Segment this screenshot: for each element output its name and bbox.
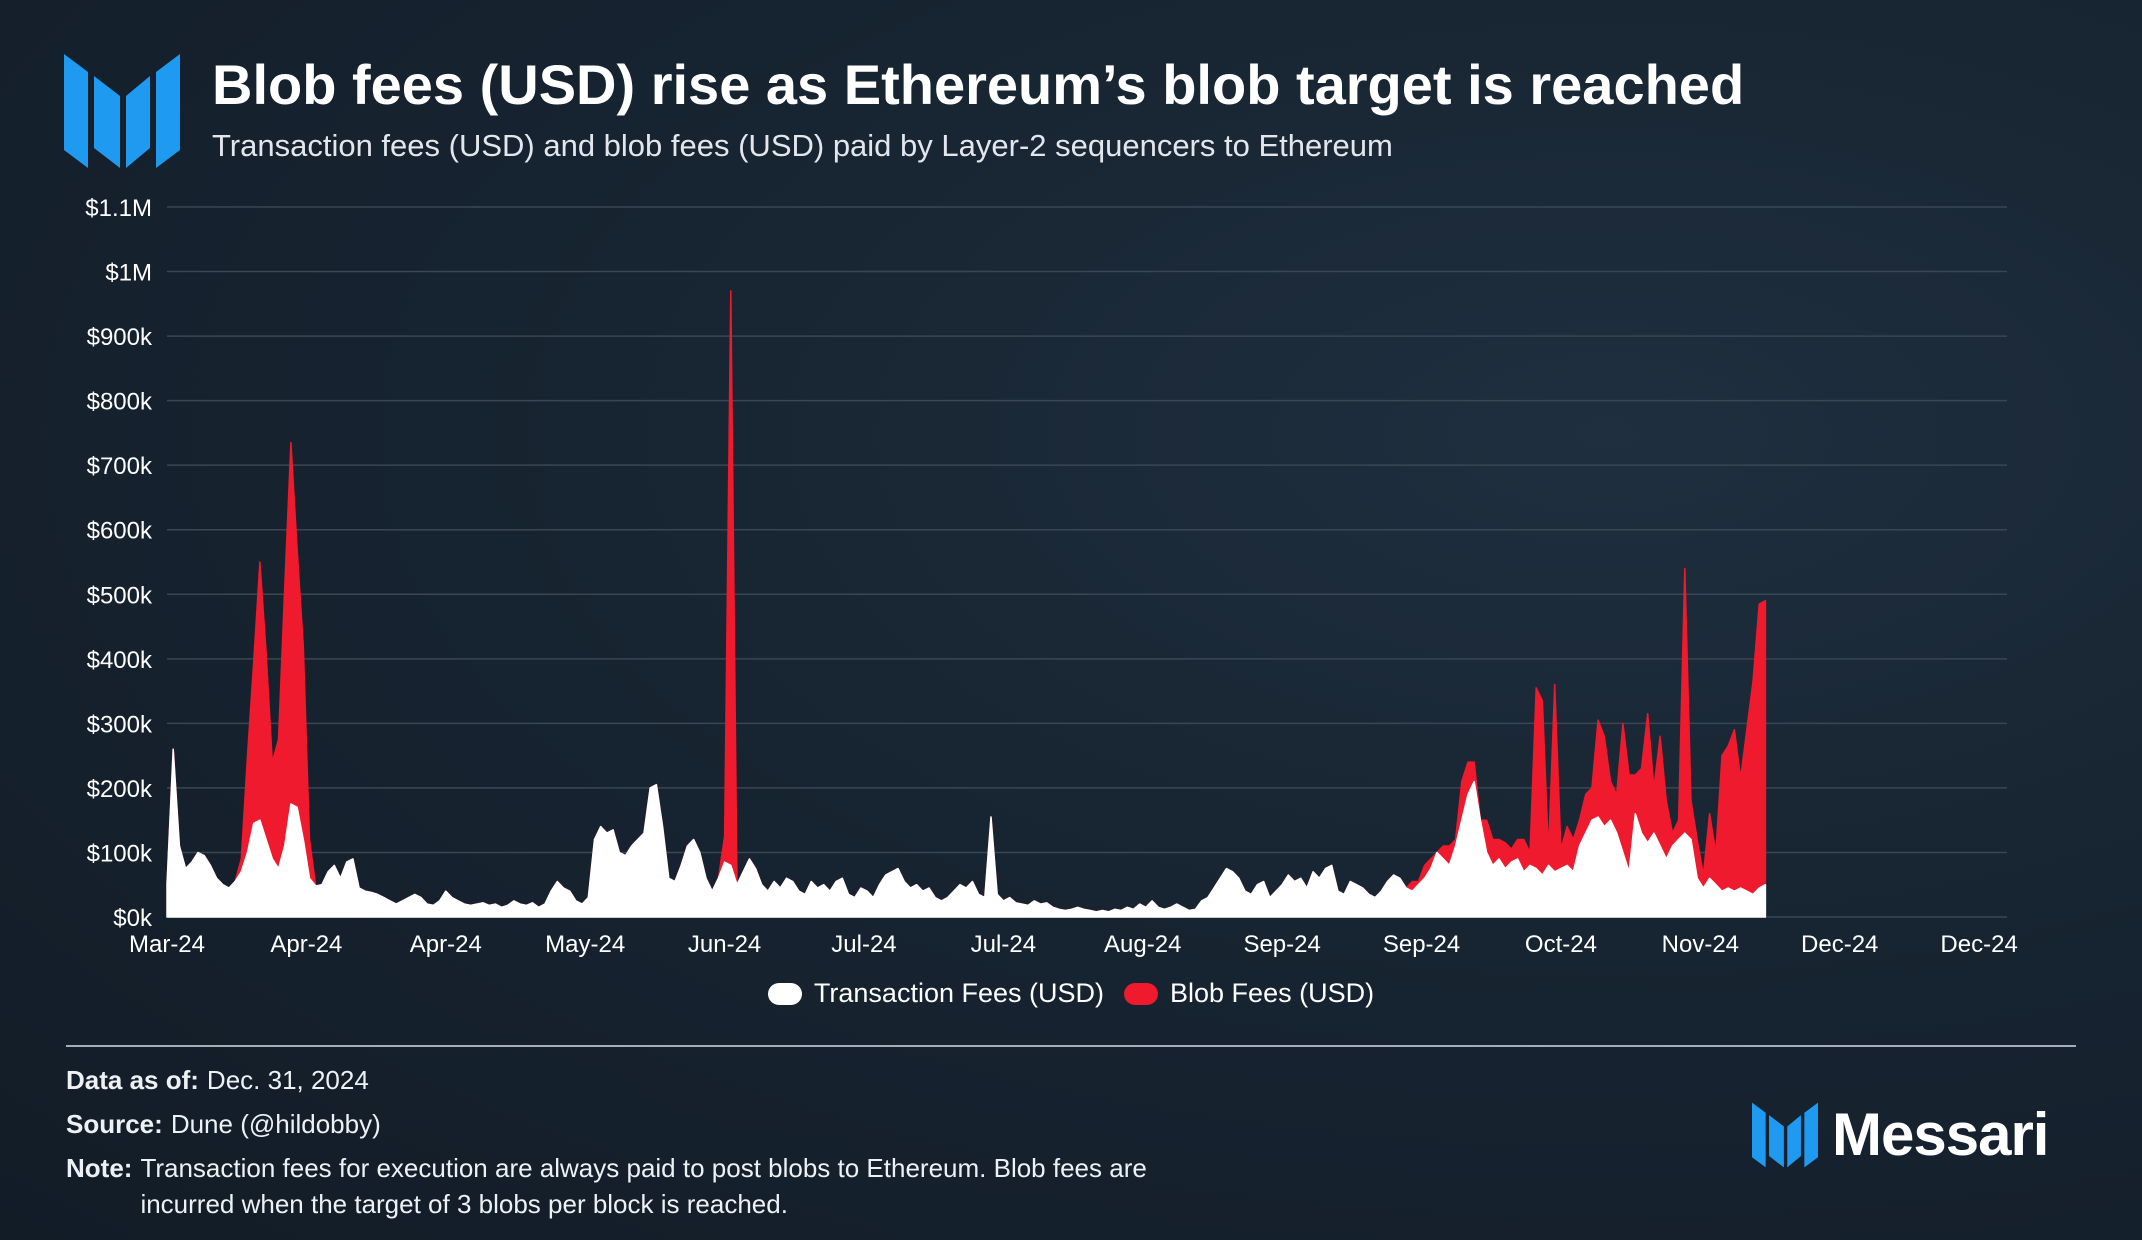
series-area-transaction-fees [166,748,1767,918]
y-tick-label: $700k [87,453,153,480]
chart-title: Blob fees (USD) rise as Ethereum’s blob … [212,53,1745,116]
y-tick-label: $900k [87,324,153,351]
y-tick-label: $300k [87,711,153,738]
legend-label-blob: Blob Fees (USD) [1170,978,1375,1008]
grid-lines [167,206,2007,918]
x-tick-label: Sep-24 [1383,931,1460,958]
y-tick-label: $800k [87,389,153,416]
y-axis-tick-labels: $0k $100k $200k $300k $400k $500k $600k $700k $8… [85,195,153,932]
source-label: Source: [66,1109,163,1139]
x-axis-tick-labels: Mar-24 Apr-24 Apr-24 May-24 Jun-24 Jul-24 Jul-… [129,931,2018,958]
footer-divider [66,1045,2076,1047]
legend-swatch-blob [1124,982,1159,1005]
source-row: Source: Dune (@hildobby) [66,1102,1200,1146]
data-as-of-row: Data as of: Dec. 31, 2024 [66,1058,1200,1102]
x-tick-label: Apr-24 [410,931,482,958]
series-area-blob-fees [166,290,1767,913]
y-tick-label: $100k [87,840,153,867]
legend-swatch-transaction [767,982,802,1005]
y-tick-label: $500k [87,582,153,609]
x-tick-label: Jul-24 [831,931,896,958]
y-tick-label: $600k [87,518,153,545]
brand-mark: Messari [1752,1100,2049,1169]
x-tick-label: Mar-24 [129,931,205,958]
note-label: Note: [66,1153,133,1183]
x-tick-label: Nov-24 [1662,931,1739,958]
legend-item-blob-fees[interactable]: Blob Fees (USD) [1124,978,1374,1009]
data-as-of-label: Data as of: [66,1065,199,1095]
x-tick-label: Jun-24 [688,931,761,958]
legend: Transaction Fees (USD) Blob Fees (USD) [0,978,2142,1009]
x-tick-label: Jul-24 [971,931,1036,958]
y-tick-label: $0k [113,905,153,932]
source-value: Dune (@hildobby) [170,1109,381,1139]
x-tick-label: Sep-24 [1243,931,1320,958]
messari-logo-icon [64,54,180,168]
x-tick-label: Dec-24 [1801,931,1878,958]
footer-notes: Data as of: Dec. 31, 2024 Source: Dune (… [66,1058,1200,1222]
x-tick-label: Apr-24 [270,931,342,958]
brand-name: Messari [1832,1101,2049,1168]
y-tick-label: $1M [105,260,152,287]
chart-subtitle: Transaction fees (USD) and blob fees (US… [212,128,1393,163]
chart-area: $0k $100k $200k $300k $400k $500k $600k $700k $8… [85,195,2018,958]
note-value: Transaction fees for execution are alway… [140,1153,1147,1219]
y-tick-label: $400k [87,647,153,674]
messari-brand-icon [1752,1102,1818,1167]
note-row: Note: Transaction fees for execution are… [66,1146,1200,1222]
data-as-of-value: Dec. 31, 2024 [206,1065,369,1095]
x-tick-label: May-24 [545,931,625,958]
legend-item-transaction-fees[interactable]: Transaction Fees (USD) [767,978,1105,1009]
y-tick-label: $1.1M [85,195,152,222]
x-tick-label: Dec-24 [1940,931,2017,958]
legend-label-transaction: Transaction Fees (USD) [813,978,1105,1008]
series-areas [166,290,1767,918]
x-tick-label: Aug-24 [1104,931,1181,958]
x-tick-label: Oct-24 [1525,931,1597,958]
y-tick-label: $200k [87,776,153,803]
